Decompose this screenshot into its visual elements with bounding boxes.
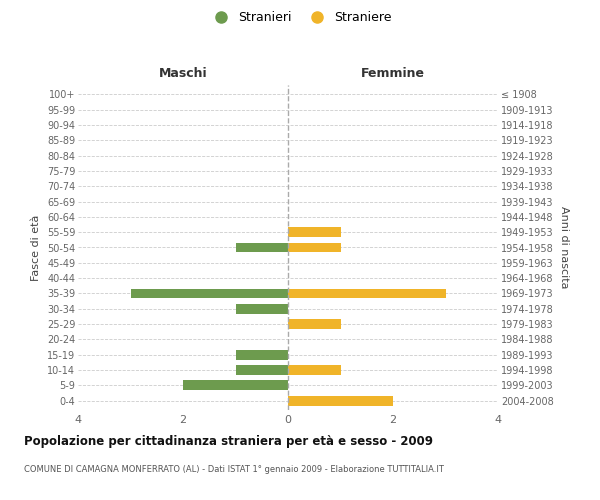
Text: COMUNE DI CAMAGNA MONFERRATO (AL) - Dati ISTAT 1° gennaio 2009 - Elaborazione TU: COMUNE DI CAMAGNA MONFERRATO (AL) - Dati… [24,465,444,474]
Bar [288,365,341,375]
Text: Femmine: Femmine [361,67,425,80]
Bar [288,242,341,252]
Text: Popolazione per cittadinanza straniera per età e sesso - 2009: Popolazione per cittadinanza straniera p… [24,435,433,448]
Bar [235,242,288,252]
Bar [288,227,341,237]
Bar [288,319,341,329]
Bar [288,288,445,298]
Bar [235,365,288,375]
Bar [235,350,288,360]
Bar [235,304,288,314]
Bar [288,396,393,406]
Text: Maschi: Maschi [158,67,208,80]
Bar [183,380,288,390]
Y-axis label: Anni di nascita: Anni di nascita [559,206,569,288]
Bar [130,288,288,298]
Legend: Stranieri, Straniere: Stranieri, Straniere [203,6,397,29]
Y-axis label: Fasce di età: Fasce di età [31,214,41,280]
